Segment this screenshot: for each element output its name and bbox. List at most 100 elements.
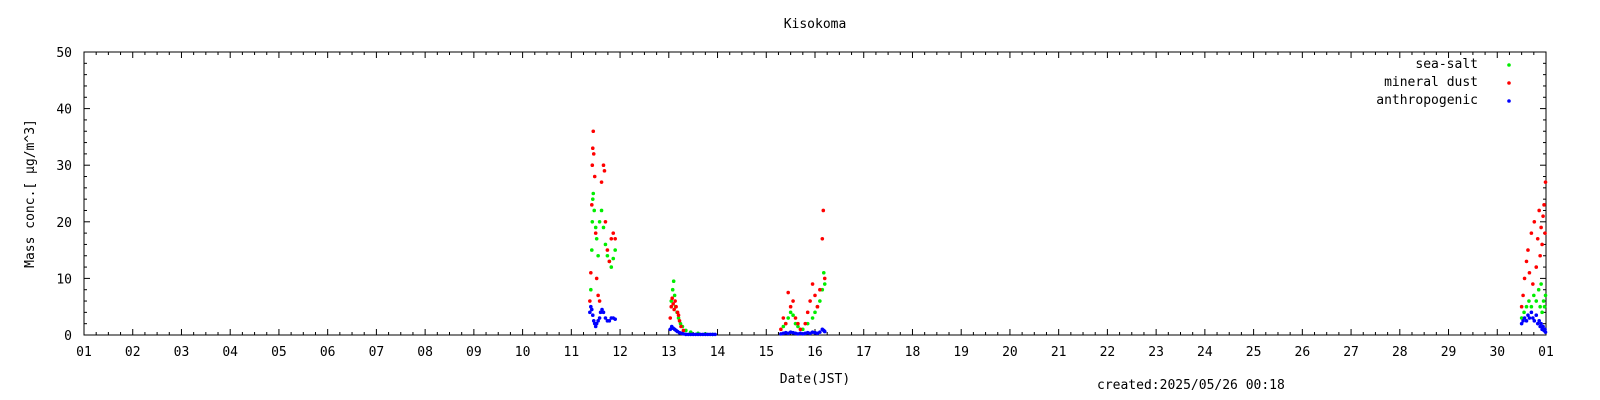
mineral-dust-point bbox=[1535, 236, 1540, 241]
sea-salt-point bbox=[599, 208, 604, 213]
sea-salt-point bbox=[589, 287, 593, 292]
anthropogenic-point bbox=[601, 310, 606, 315]
x-tick-label: 11 bbox=[564, 345, 580, 360]
sea-salt-point bbox=[597, 220, 602, 224]
legend-marker-mineral-dust bbox=[1507, 81, 1511, 85]
mineral-dust-point bbox=[679, 324, 683, 329]
x-tick-label: 16 bbox=[807, 345, 823, 360]
mineral-dust-point bbox=[681, 328, 686, 333]
sea-salt-point bbox=[1532, 293, 1536, 298]
anthropogenic-point bbox=[613, 317, 617, 321]
x-tick-label: 26 bbox=[1295, 345, 1311, 360]
mineral-dust-point bbox=[1542, 203, 1546, 207]
x-tick-label: 02 bbox=[125, 345, 141, 360]
mineral-dust-point bbox=[603, 220, 608, 224]
sea-salt-point bbox=[781, 324, 786, 329]
mineral-dust-point bbox=[783, 321, 788, 326]
mineral-dust-point bbox=[820, 236, 825, 241]
mineral-dust-point bbox=[786, 290, 790, 295]
mineral-dust-point bbox=[597, 299, 602, 303]
sea-salt-point bbox=[678, 321, 683, 326]
legend-label-sea-salt: sea-salt bbox=[1415, 57, 1478, 72]
x-tick-label: 22 bbox=[1100, 345, 1116, 360]
anthropogenic-point bbox=[600, 307, 604, 312]
x-tick-label: 18 bbox=[905, 345, 921, 360]
sea-salt-point bbox=[672, 293, 677, 298]
mineral-dust-point bbox=[607, 259, 612, 264]
chart-title: Kisokoma bbox=[784, 17, 847, 32]
mineral-dust-point bbox=[1543, 180, 1548, 184]
y-tick-label: 0 bbox=[64, 329, 72, 344]
anthropogenic-point bbox=[1524, 319, 1529, 323]
anthropogenic-point bbox=[713, 332, 717, 337]
legend-marker-anthropogenic bbox=[1507, 99, 1511, 103]
anthropogenic-point bbox=[1543, 330, 1548, 334]
mineral-dust-point bbox=[813, 293, 817, 298]
anthropogenic-point bbox=[1543, 327, 1547, 332]
sea-salt-point bbox=[669, 299, 674, 303]
anthropogenic-point bbox=[589, 304, 593, 309]
anthropogenic-point bbox=[1538, 324, 1542, 329]
mineral-dust-point bbox=[1537, 208, 1541, 213]
mineral-dust-point bbox=[589, 270, 593, 275]
mineral-dust-point bbox=[590, 146, 595, 151]
y-tick-label: 30 bbox=[56, 159, 72, 174]
y-tick-label: 40 bbox=[56, 103, 72, 118]
mineral-dust-point bbox=[609, 236, 614, 241]
mineral-dust-point bbox=[1521, 293, 1525, 298]
mineral-dust-point bbox=[676, 313, 681, 317]
anthropogenic-point bbox=[597, 316, 602, 320]
mineral-dust-point bbox=[1532, 220, 1537, 224]
anthropogenic-point bbox=[590, 307, 594, 312]
sea-salt-point bbox=[592, 208, 597, 213]
mineral-dust-point bbox=[591, 152, 596, 156]
anthropogenic-point bbox=[1519, 321, 1524, 326]
plot-frame bbox=[83, 51, 1547, 336]
mineral-dust-point bbox=[669, 304, 674, 309]
anthropogenic-point bbox=[1535, 321, 1540, 326]
mineral-dust-point bbox=[1541, 214, 1545, 218]
axes-layer bbox=[83, 51, 1547, 336]
sea-salt-point bbox=[1524, 304, 1529, 309]
anthropogenic-point bbox=[822, 329, 827, 334]
anthropogenic-point bbox=[1539, 321, 1543, 326]
x-tick-label: 13 bbox=[661, 345, 677, 360]
mineral-dust-point bbox=[602, 169, 607, 173]
legend-label-mineral-dust: mineral dust bbox=[1384, 75, 1478, 90]
mineral-dust-point bbox=[805, 310, 810, 315]
x-axis-label: Date(JST) bbox=[780, 372, 850, 387]
mineral-dust-point bbox=[668, 316, 673, 320]
mineral-dust-point bbox=[590, 163, 595, 167]
mineral-dust-point bbox=[605, 248, 610, 252]
sea-salt-point bbox=[590, 248, 594, 252]
sea-salt-point bbox=[1527, 299, 1531, 303]
sea-salt-point bbox=[670, 287, 675, 292]
sea-salt-point bbox=[1538, 304, 1542, 309]
sea-salt-point bbox=[671, 279, 676, 284]
sea-salt-point bbox=[1539, 282, 1543, 286]
sea-salt-point bbox=[593, 225, 598, 230]
sea-salt-point bbox=[611, 256, 616, 261]
sea-salt-point bbox=[1543, 293, 1548, 298]
legend-label-anthropogenic: anthropogenic bbox=[1376, 93, 1478, 108]
anthropogenic-point bbox=[593, 324, 598, 329]
mineral-dust-point bbox=[1531, 282, 1535, 286]
sea-salt-point bbox=[596, 253, 600, 258]
mineral-dust-point bbox=[803, 321, 808, 326]
sea-salt-point bbox=[821, 270, 826, 275]
mineral-dust-point bbox=[1522, 276, 1527, 281]
x-tick-label: 20 bbox=[1002, 345, 1018, 360]
sea-salt-point bbox=[813, 310, 817, 315]
sea-salt-point bbox=[796, 324, 800, 329]
anthropogenic-point bbox=[596, 319, 600, 323]
anthropogenic-point bbox=[591, 319, 596, 323]
anthropogenic-point bbox=[1521, 319, 1525, 323]
sea-salt-point bbox=[1522, 310, 1526, 315]
mineral-dust-point bbox=[788, 304, 793, 309]
sea-salt-point bbox=[1534, 299, 1539, 303]
mineral-dust-point bbox=[779, 327, 783, 332]
mineral-dust-point bbox=[810, 282, 815, 286]
x-tick-label: 29 bbox=[1441, 345, 1457, 360]
